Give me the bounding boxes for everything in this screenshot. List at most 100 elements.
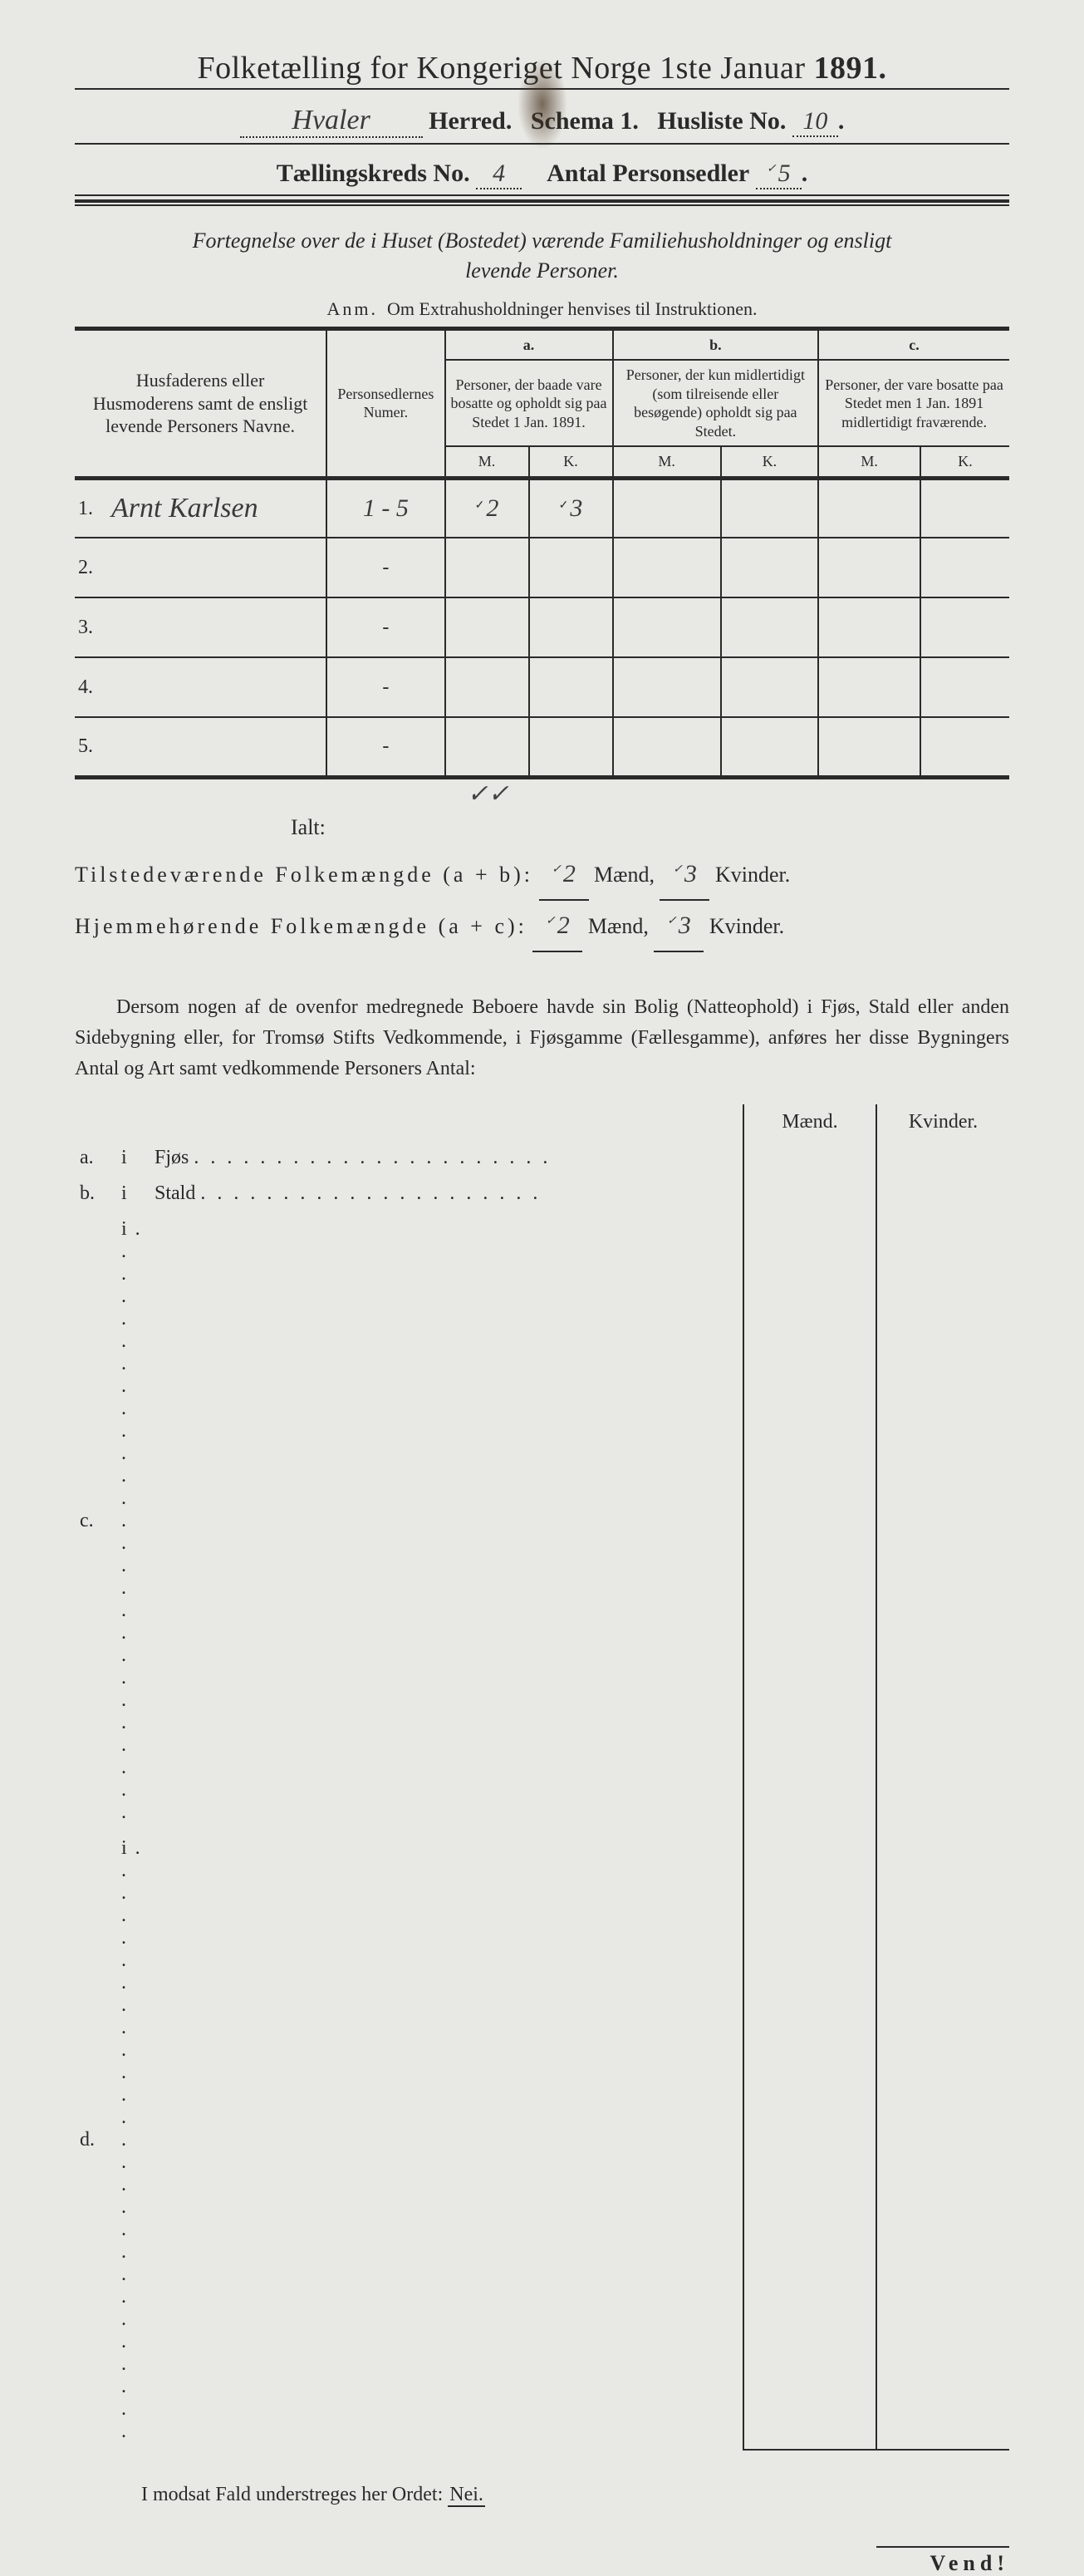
col-numer: Personsedlernes Numer. xyxy=(326,328,444,478)
row-a-m xyxy=(445,597,529,657)
title-year: 1891. xyxy=(814,51,887,86)
sub-l: b. xyxy=(75,1176,116,1212)
census-form: Folketælling for Kongeriget Norge 1ste J… xyxy=(75,50,1009,2506)
row-a-m: ✓2 xyxy=(445,478,529,538)
row-name xyxy=(106,538,326,597)
row-num: 2. xyxy=(75,538,106,597)
tilstede-line: Tilstedeværende Folkemængde (a + b): ✓2 … xyxy=(75,849,1009,901)
subtitle-line1: Fortegnelse over de i Huset (Bostedet) v… xyxy=(193,229,892,253)
row-b-k xyxy=(721,478,818,538)
tilstede-k: ✓3 xyxy=(660,849,709,901)
table-row: 1. Arnt Karlsen 1 - 5 ✓2 ✓3 xyxy=(75,478,1009,538)
sub-row: c. i . . . . . . . . . . . . . . . . . .… xyxy=(75,1212,1009,1831)
col-a-k: K. xyxy=(529,446,613,478)
hjemme-m: ✓2 xyxy=(532,901,582,952)
row-b-m xyxy=(613,657,721,717)
col-names: Husfaderens eller Husmoderens samt de en… xyxy=(75,328,326,478)
row-c-m xyxy=(818,478,920,538)
antal-label: Antal Personsedler xyxy=(547,160,749,187)
row-name: Arnt Karlsen xyxy=(106,478,326,538)
modsat-text: I modsat Fald understreges her Ordet: xyxy=(141,2484,443,2505)
sub-row: b. i Stald . . . . . . . . . . . . . . .… xyxy=(75,1176,1009,1212)
double-rule xyxy=(75,199,1009,206)
table-row: 5. - xyxy=(75,717,1009,777)
row-name xyxy=(106,597,326,657)
row-c-m xyxy=(818,717,920,777)
row-b-m xyxy=(613,538,721,597)
row-b-k xyxy=(721,538,818,597)
row-c-k xyxy=(920,478,1009,538)
sub-row: a. i Fjøs . . . . . . . . . . . . . . . … xyxy=(75,1140,1009,1176)
row-a-k xyxy=(529,657,613,717)
row-a-k xyxy=(529,597,613,657)
sub-l: a. xyxy=(75,1140,116,1176)
sub-row: d. i . . . . . . . . . . . . . . . . . .… xyxy=(75,1831,1009,2450)
col-b-m: M. xyxy=(613,446,721,478)
schema-label: Schema 1. xyxy=(531,107,639,135)
sub-table: Mænd. Kvinder. a. i Fjøs . . . . . . . .… xyxy=(75,1104,1009,2451)
row-b-m xyxy=(613,478,721,538)
row-name xyxy=(106,717,326,777)
hjemme-k: ✓3 xyxy=(654,901,704,952)
mend-label: Mænd, xyxy=(594,863,655,887)
subtitle-line2: levende Personer. xyxy=(465,258,619,283)
row-c-k xyxy=(920,597,1009,657)
modsat-line: I modsat Fald understreges her Ordet: Ne… xyxy=(75,2484,1009,2506)
sub-i: i . . . . . . . . . . . . . . . . . . . … xyxy=(116,1831,150,2450)
checkmark-under-table: ✓✓ xyxy=(468,779,509,809)
row-numer: - xyxy=(326,597,444,657)
sub-t: Stald . . . . . . . . . . . . . . . . . … xyxy=(150,1176,743,1212)
row-c-k xyxy=(920,538,1009,597)
sub-l: c. xyxy=(75,1212,116,1831)
subtitle: Fortegnelse over de i Huset (Bostedet) v… xyxy=(75,226,1009,287)
hjemme-line: Hjemmehørende Folkemængde (a + c): ✓2 Mæ… xyxy=(75,901,1009,952)
totals-block: Ialt: Tilstedeværende Folkemængde (a + b… xyxy=(75,806,1009,952)
col-a-top: a. xyxy=(445,328,613,360)
ialt-label: Ialt: xyxy=(75,806,1009,849)
row-a-m xyxy=(445,657,529,717)
main-table: Husfaderens eller Husmoderens samt de en… xyxy=(75,327,1009,779)
hjemme-label: Hjemmehørende Folkemængde (a + c): xyxy=(75,914,527,938)
row-b-k xyxy=(721,717,818,777)
row-numer: - xyxy=(326,657,444,717)
anm-prefix: Anm. xyxy=(327,298,379,319)
husliste-value: 10 xyxy=(792,107,838,137)
herred-value: Hvaler xyxy=(240,105,423,138)
tilstede-m: ✓2 xyxy=(539,849,589,901)
mend-label: Mænd, xyxy=(588,914,649,938)
page-title: Folketælling for Kongeriget Norge 1ste J… xyxy=(75,50,1009,90)
sub-i: i xyxy=(116,1176,150,1212)
antal-value: ✓5 xyxy=(756,160,802,189)
row-a-k xyxy=(529,538,613,597)
col-b-k: K. xyxy=(721,446,818,478)
col-c-m: M. xyxy=(818,446,920,478)
kvinder-label: Kvinder. xyxy=(709,914,784,938)
row-numer: 1 - 5 xyxy=(326,478,444,538)
kvinder-label: Kvinder. xyxy=(715,863,790,887)
row-name xyxy=(106,657,326,717)
row-a-k: ✓3 xyxy=(529,478,613,538)
sub-h-maend: Mænd. xyxy=(743,1104,876,1140)
row-numer: - xyxy=(326,538,444,597)
table-row: 2. - xyxy=(75,538,1009,597)
herred-label: Herred. xyxy=(429,107,512,135)
modsat-nei: Nei. xyxy=(448,2484,485,2507)
anm-text: Om Extrahusholdninger henvises til Instr… xyxy=(387,298,757,319)
sub-i: i . . . . . . . . . . . . . . . . . . . … xyxy=(116,1212,150,1831)
col-a-m: M. xyxy=(445,446,529,478)
husliste-label: Husliste No. xyxy=(657,107,786,135)
annotation: Anm. Om Extrahusholdninger henvises til … xyxy=(75,298,1009,320)
row-b-m xyxy=(613,597,721,657)
row-numer: - xyxy=(326,717,444,777)
kreds-label: Tællingskreds No. xyxy=(277,160,470,187)
col-c-text: Personer, der vare bosatte paa Stedet me… xyxy=(818,360,1009,446)
row-num: 1. xyxy=(75,478,106,538)
row-b-m xyxy=(613,717,721,777)
row-c-m xyxy=(818,657,920,717)
col-b-text: Personer, der kun midlertidigt (som tilr… xyxy=(613,360,819,446)
kreds-value: 4 xyxy=(476,160,522,189)
row-b-k xyxy=(721,597,818,657)
row-a-k xyxy=(529,717,613,777)
instructions-paragraph: Dersom nogen af de ovenfor medregnede Be… xyxy=(75,992,1009,1085)
col-b-top: b. xyxy=(613,328,819,360)
